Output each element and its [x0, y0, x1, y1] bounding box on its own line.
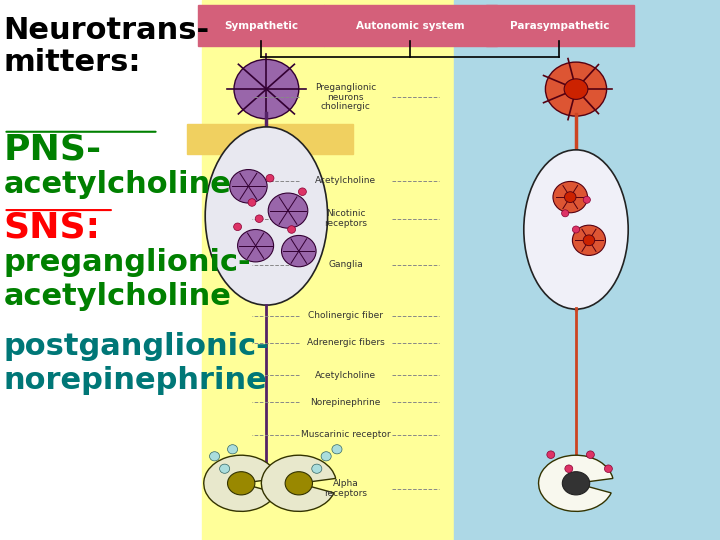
- Text: postganglionic-
norepinephrine: postganglionic- norepinephrine: [4, 332, 269, 395]
- Text: acetylcholine: acetylcholine: [4, 170, 231, 199]
- Wedge shape: [204, 455, 278, 511]
- Text: preganglionic-
acetylcholine: preganglionic- acetylcholine: [4, 248, 251, 311]
- Ellipse shape: [233, 223, 242, 231]
- Text: Ganglia: Ganglia: [328, 260, 363, 269]
- Ellipse shape: [230, 170, 267, 203]
- Text: Acetylcholine: Acetylcholine: [315, 371, 376, 380]
- Ellipse shape: [266, 174, 274, 182]
- Ellipse shape: [321, 451, 331, 461]
- Ellipse shape: [228, 472, 255, 495]
- Ellipse shape: [238, 230, 274, 262]
- Ellipse shape: [312, 464, 322, 473]
- FancyBboxPatch shape: [198, 5, 324, 46]
- Ellipse shape: [228, 445, 238, 454]
- Ellipse shape: [562, 210, 569, 217]
- Ellipse shape: [546, 62, 606, 116]
- Text: Autonomic system: Autonomic system: [356, 21, 464, 31]
- Text: SNS:: SNS:: [4, 211, 101, 245]
- Ellipse shape: [547, 451, 554, 458]
- Text: PNS-: PNS-: [4, 132, 102, 166]
- Ellipse shape: [553, 181, 588, 213]
- FancyBboxPatch shape: [324, 5, 497, 46]
- FancyBboxPatch shape: [486, 5, 634, 46]
- Ellipse shape: [234, 59, 299, 119]
- Ellipse shape: [562, 472, 590, 495]
- Ellipse shape: [210, 451, 220, 461]
- Bar: [454, 0, 720, 540]
- Ellipse shape: [205, 127, 328, 305]
- Bar: [187, 124, 353, 154]
- Text: Sympathetic: Sympathetic: [225, 21, 298, 31]
- Ellipse shape: [248, 199, 256, 206]
- Text: Preganglionic
neurons
cholinergic: Preganglionic neurons cholinergic: [315, 83, 377, 111]
- Ellipse shape: [564, 192, 576, 202]
- Ellipse shape: [583, 235, 595, 246]
- Ellipse shape: [586, 451, 595, 458]
- Text: Parasympathetic: Parasympathetic: [510, 21, 609, 31]
- Ellipse shape: [332, 445, 342, 454]
- Text: Adrenergic fibers: Adrenergic fibers: [307, 339, 384, 347]
- Text: Alpha
receptors: Alpha receptors: [324, 480, 367, 498]
- Ellipse shape: [583, 197, 590, 203]
- Ellipse shape: [604, 465, 612, 472]
- Ellipse shape: [282, 235, 316, 267]
- Ellipse shape: [268, 193, 308, 228]
- Ellipse shape: [299, 188, 306, 195]
- Ellipse shape: [220, 464, 230, 473]
- Wedge shape: [261, 455, 336, 511]
- Text: Muscarinic receptor: Muscarinic receptor: [301, 430, 390, 439]
- Wedge shape: [539, 455, 613, 511]
- Ellipse shape: [565, 465, 573, 472]
- Ellipse shape: [523, 150, 628, 309]
- Bar: [202, 0, 454, 540]
- Text: Norepinephrine: Norepinephrine: [310, 398, 381, 407]
- Ellipse shape: [288, 226, 296, 233]
- Ellipse shape: [572, 225, 606, 255]
- Text: Acetylcholine: Acetylcholine: [315, 177, 376, 185]
- Text: Nicotinic
receptors: Nicotinic receptors: [324, 210, 367, 228]
- Ellipse shape: [572, 226, 580, 233]
- Ellipse shape: [255, 215, 264, 222]
- Text: Cholinergic fiber: Cholinergic fiber: [308, 312, 383, 320]
- Ellipse shape: [285, 472, 312, 495]
- Ellipse shape: [564, 79, 588, 99]
- Text: Neurotrans-
mitters:: Neurotrans- mitters:: [4, 16, 210, 77]
